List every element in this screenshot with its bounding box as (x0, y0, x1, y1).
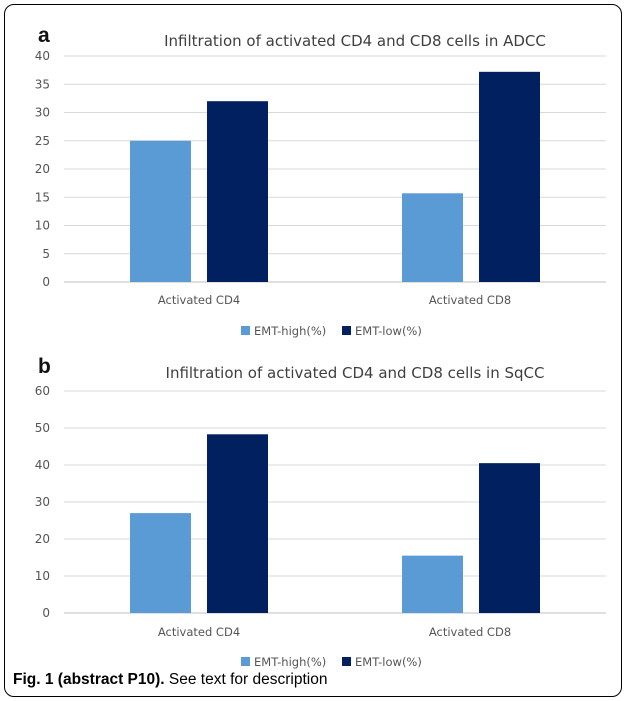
legend-label: EMT-high(%) (254, 324, 326, 338)
panel-letter: b (38, 355, 51, 378)
legend-label: EMT-high(%) (254, 655, 326, 669)
chart-panel-b: b Infiltration of activated CD4 and CD8 c… (35, 355, 606, 669)
bar-emt-high (402, 193, 463, 282)
legend-swatch (342, 326, 351, 335)
y-tick-label: 35 (35, 77, 50, 91)
panel-letter: a (38, 24, 50, 47)
y-tick-label: 10 (35, 219, 50, 233)
y-tick-label: 15 (35, 190, 50, 204)
caption-label: Fig. 1 (abstract P10). (13, 671, 165, 688)
x-category-label: Activated CD8 (429, 625, 511, 639)
y-tick-label: 50 (35, 421, 50, 435)
chart-title: Infiltration of activated CD4 and CD8 ce… (166, 364, 545, 382)
y-tick-label: 60 (35, 384, 50, 398)
legend-label: EMT-low(%) (355, 655, 422, 669)
y-tick-label: 30 (35, 495, 50, 509)
y-tick-label: 10 (35, 569, 50, 583)
y-tick-label: 20 (35, 532, 50, 546)
bar-emt-low (479, 463, 540, 613)
legend-swatch (342, 657, 351, 666)
bar-emt-low (207, 434, 268, 613)
y-tick-label: 25 (35, 134, 50, 148)
bar-emt-low (207, 101, 268, 282)
y-tick-label: 0 (42, 275, 50, 289)
y-tick-label: 5 (42, 247, 50, 261)
legend-swatch (241, 326, 250, 335)
bar-emt-high (130, 513, 191, 613)
bar-emt-low (479, 71, 540, 282)
x-category-label: Activated CD4 (158, 293, 240, 307)
y-tick-label: 20 (35, 162, 50, 176)
chart-panel-a: a Infiltration of activated CD4 and CD8 c… (35, 24, 606, 338)
legend-label: EMT-low(%) (355, 324, 422, 338)
x-category-label: Activated CD8 (429, 293, 511, 307)
y-tick-label: 0 (42, 606, 50, 620)
figure-caption: Fig. 1 (abstract P10). See text for desc… (13, 671, 327, 689)
bar-emt-high (130, 140, 191, 282)
chart-title: Infiltration of activated CD4 and CD8 ce… (164, 32, 546, 50)
bar-emt-high (402, 555, 463, 613)
y-tick-label: 30 (35, 106, 50, 120)
y-tick-label: 40 (35, 458, 50, 472)
x-category-label: Activated CD4 (158, 625, 240, 639)
caption-text: See text for description (164, 671, 328, 688)
legend-swatch (241, 657, 250, 666)
y-tick-label: 40 (35, 49, 50, 63)
